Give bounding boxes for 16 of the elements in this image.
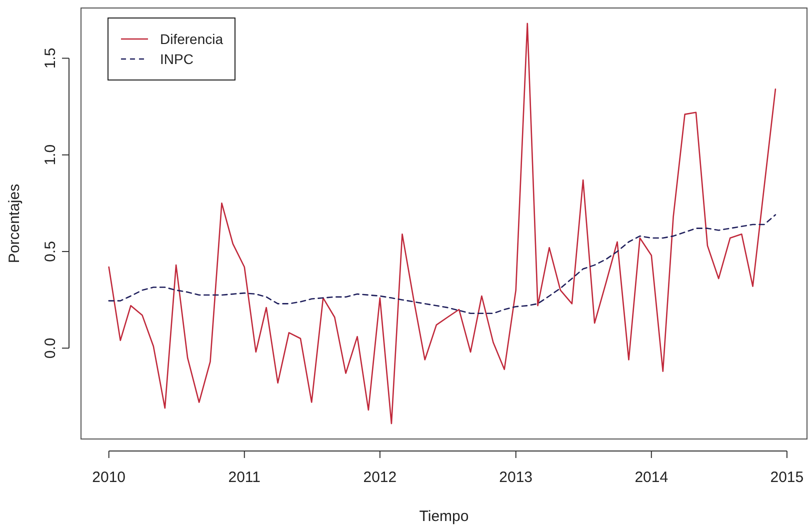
line-series bbox=[108, 214, 776, 314]
y-tick-label: 0.0 bbox=[42, 338, 59, 359]
y-tick-label: 1.0 bbox=[42, 144, 59, 166]
legend-label: INPC bbox=[160, 51, 194, 67]
x-tick-label: 2011 bbox=[228, 469, 261, 486]
x-tick-label: 2014 bbox=[634, 469, 668, 486]
y-tick-label: 1.5 bbox=[42, 48, 59, 69]
x-tick-label: 2013 bbox=[499, 469, 533, 486]
y-axis-title: Porcentajes bbox=[6, 184, 23, 264]
y-tick-label: 0.5 bbox=[42, 241, 59, 262]
x-axis-title: Tiempo bbox=[419, 508, 469, 525]
x-tick-label: 2010 bbox=[92, 469, 126, 486]
line-series bbox=[108, 22, 776, 424]
x-tick-label: 2012 bbox=[363, 469, 397, 486]
legend-label: Diferencia bbox=[160, 31, 224, 47]
x-tick-label: 2015 bbox=[770, 469, 804, 486]
